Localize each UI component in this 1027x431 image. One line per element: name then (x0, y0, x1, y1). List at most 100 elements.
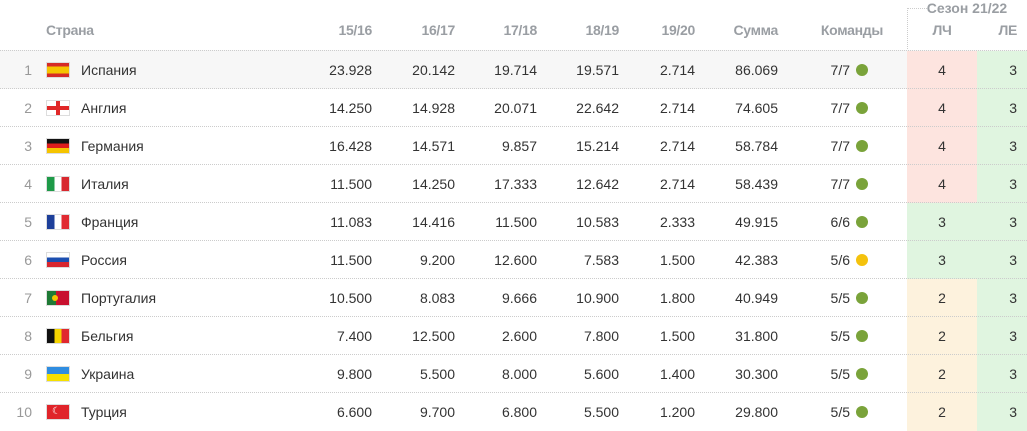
season-coefficient: 2.333 (659, 214, 695, 230)
header-season-1516[interactable]: 15/16 (338, 22, 372, 38)
country-name[interactable]: Германия (81, 138, 144, 154)
teams-count: 5/5 (830, 328, 850, 344)
belgium-flag-icon (46, 328, 70, 344)
header-sum[interactable]: Сумма (733, 22, 778, 38)
table-row[interactable]: 6 Россия 11.500 9.200 12.600 7.583 1.500 42.38… (0, 240, 1027, 279)
sum: 86.069 (735, 62, 778, 78)
el-places: 3 (977, 241, 1027, 279)
season-divider (907, 8, 927, 9)
cl-places: 2 (907, 279, 977, 317)
el-places-value: 3 (1009, 62, 1017, 78)
country-name[interactable]: Франция (81, 214, 139, 230)
england-flag-icon (46, 100, 70, 116)
season-coefficient: 10.500 (329, 290, 372, 306)
cl-places: 4 (907, 165, 977, 203)
season-coefficient: 14.928 (412, 100, 455, 116)
ukraine-flag-icon (46, 366, 70, 382)
header-season-1819[interactable]: 18/19 (585, 22, 619, 38)
country-name[interactable]: Турция (81, 404, 127, 420)
table-row[interactable]: 10 ☾ Турция 6.600 9.700 6.800 5.500 1.200 29.8… (0, 392, 1027, 431)
header-season-1617[interactable]: 16/17 (421, 22, 455, 38)
table-row[interactable]: 5 Франция 11.083 14.416 11.500 10.583 2.333 49… (0, 202, 1027, 241)
russia-flag-icon (46, 252, 70, 268)
italy-flag-icon (46, 176, 70, 192)
sum: 58.784 (735, 138, 778, 154)
el-places-value: 3 (1009, 176, 1017, 192)
cl-places: 4 (907, 89, 977, 127)
table-row[interactable]: 3 Германия 16.428 14.571 9.857 15.214 2.714 58… (0, 126, 1027, 165)
season-coefficient: 9.200 (419, 252, 455, 268)
season-coefficient: 8.000 (501, 366, 537, 382)
country-name[interactable]: Португалия (81, 290, 157, 306)
season-coefficient: 10.583 (576, 214, 619, 230)
table-row[interactable]: 8 Бельгия 7.400 12.500 2.600 7.800 1.500 31.80… (0, 316, 1027, 355)
country-name[interactable]: Россия (81, 252, 127, 268)
status-dot-icon (856, 64, 868, 76)
el-places-value: 3 (1009, 252, 1017, 268)
header-season-1718[interactable]: 17/18 (503, 22, 537, 38)
cl-places: 3 (907, 241, 977, 279)
table-row[interactable]: 4 Италия 11.500 14.250 17.333 12.642 2.714 58.… (0, 164, 1027, 203)
table-row[interactable]: 9 Украина 9.800 5.500 8.000 5.600 1.400 30.300… (0, 354, 1027, 393)
country-name[interactable]: Англия (81, 100, 127, 116)
cl-places: 2 (907, 355, 977, 393)
season-coefficient: 11.083 (330, 214, 372, 230)
rank: 1 (24, 62, 32, 78)
season-coefficient: 20.071 (494, 100, 537, 116)
el-places-value: 3 (1009, 138, 1017, 154)
status-dot-icon (856, 216, 868, 228)
el-places: 3 (977, 393, 1027, 431)
rank: 4 (24, 176, 32, 192)
season-coefficient: 9.666 (501, 290, 537, 306)
season-divider (907, 8, 908, 51)
table-row[interactable]: 7 Португалия 10.500 8.083 9.666 10.900 1.800 4… (0, 278, 1027, 317)
country-name[interactable]: Бельгия (81, 328, 134, 344)
season-coefficient: 12.642 (576, 176, 619, 192)
spain-flag-icon (46, 62, 70, 78)
header-el: ЛЕ (998, 22, 1017, 38)
season-coefficient: 5.600 (583, 366, 619, 382)
header-teams[interactable]: Команды (820, 22, 883, 38)
rank: 9 (24, 366, 32, 382)
status-dot-icon (856, 292, 868, 304)
season-coefficient: 19.571 (576, 62, 619, 78)
season-coefficient: 12.500 (412, 328, 455, 344)
germany-flag-icon (46, 138, 70, 154)
season-coefficient: 5.500 (419, 366, 455, 382)
sum: 49.915 (735, 214, 778, 230)
header-season-1920[interactable]: 19/20 (661, 22, 695, 38)
country-name[interactable]: Италия (81, 176, 129, 192)
teams-count: 7/7 (830, 138, 850, 154)
sum: 42.383 (735, 252, 778, 268)
season-coefficient: 20.142 (412, 62, 455, 78)
rank: 10 (16, 404, 32, 420)
sum: 40.949 (735, 290, 778, 306)
season-coefficient: 12.600 (494, 252, 537, 268)
season-coefficient: 7.583 (583, 252, 619, 268)
season-coefficient: 7.400 (336, 328, 372, 344)
header-country[interactable]: Страна (46, 22, 94, 38)
country-name[interactable]: Украина (81, 366, 135, 382)
season-coefficient: 6.800 (501, 404, 537, 420)
portugal-flag-icon (46, 290, 70, 306)
rank: 6 (24, 252, 32, 268)
el-places-value: 3 (1009, 100, 1017, 116)
season-coefficient: 2.714 (659, 138, 695, 154)
season-coefficient: 16.428 (329, 138, 372, 154)
season-coefficient: 17.333 (494, 176, 537, 192)
rank: 3 (24, 138, 32, 154)
sum: 58.439 (735, 176, 778, 192)
season-coefficient: 11.500 (495, 214, 537, 230)
country-name[interactable]: Испания (81, 62, 137, 78)
el-places-value: 3 (1009, 404, 1017, 420)
el-places: 3 (977, 203, 1027, 241)
table-row[interactable]: 2 Англия 14.250 14.928 20.071 22.642 2.714 74.… (0, 88, 1027, 127)
season-coefficient: 5.500 (583, 404, 619, 420)
sum: 31.800 (735, 328, 778, 344)
status-dot-icon (856, 178, 868, 190)
teams-count: 6/6 (830, 214, 850, 230)
turkey-flag-icon: ☾ (46, 404, 70, 420)
el-places: 3 (977, 51, 1027, 89)
table-row[interactable]: 1 Испания 23.928 20.142 19.714 19.571 2.714 86… (0, 50, 1027, 89)
season-coefficient: 6.600 (336, 404, 372, 420)
